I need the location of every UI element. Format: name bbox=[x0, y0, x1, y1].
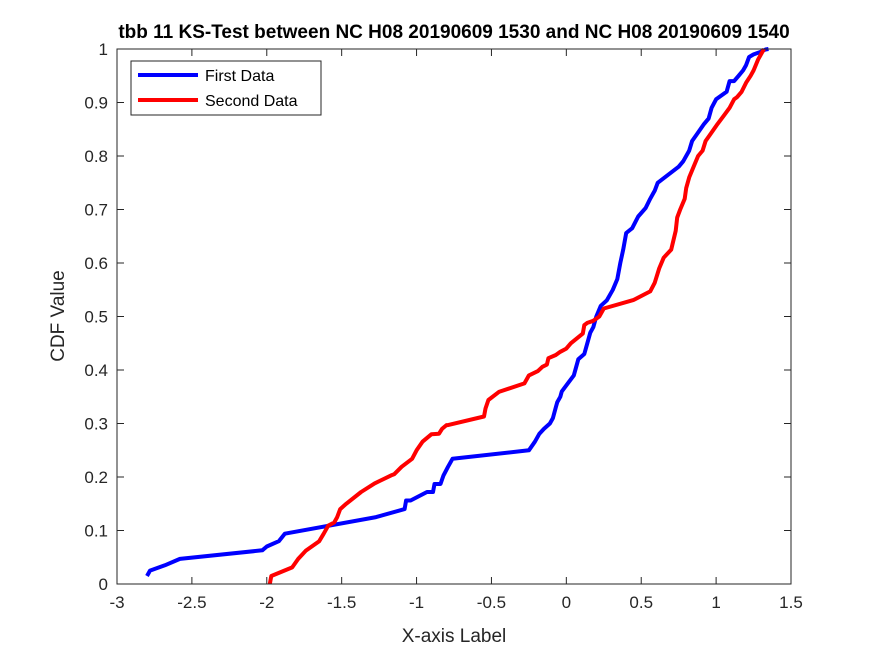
y-axis-label: CDF Value bbox=[48, 270, 69, 362]
x-tick-label: -1.5 bbox=[327, 593, 356, 612]
x-tick-label: 0 bbox=[562, 593, 571, 612]
x-tick-label: -3 bbox=[109, 593, 124, 612]
legend-box bbox=[130, 60, 322, 116]
y-tick-label: 0.2 bbox=[84, 468, 108, 487]
x-tick-label: -0.5 bbox=[477, 593, 506, 612]
x-tick-label: 1.5 bbox=[779, 593, 803, 612]
legend-second-data-label: Second Data bbox=[205, 93, 298, 110]
y-tick-label: 0.3 bbox=[84, 415, 108, 434]
y-tick-label: 0.8 bbox=[84, 147, 108, 166]
y-tick-label: 0 bbox=[99, 575, 108, 594]
plot-area bbox=[117, 49, 791, 584]
y-tick-label: 0.5 bbox=[84, 308, 108, 327]
series-line-1 bbox=[267, 48, 766, 585]
x-axis-label: X-axis Label bbox=[402, 626, 507, 647]
legend: First Data Second Data bbox=[130, 60, 322, 116]
x-tick-label: -1 bbox=[409, 593, 424, 612]
chart-title: tbb 11 KS-Test between NC H08 20190609 1… bbox=[118, 22, 789, 43]
x-tick-label: -2 bbox=[259, 593, 274, 612]
series-layer bbox=[145, 47, 769, 585]
legend-first-data-label: First Data bbox=[205, 68, 274, 85]
axes-layer: -3 -2.5 -2 -1.5 -1 -0.5 0 0.5 1 1.5 0 0.1 0.2 0.3 0.4 0… bbox=[84, 40, 802, 612]
x-tick-label: 1 bbox=[711, 593, 720, 612]
x-tick-label: 0.5 bbox=[629, 593, 653, 612]
y-tick-label: 0.1 bbox=[84, 522, 108, 541]
y-tick-label: 1 bbox=[99, 40, 108, 59]
y-tick-label: 0.6 bbox=[84, 254, 108, 273]
x-tick-label: -2.5 bbox=[177, 593, 206, 612]
y-tick-label: 0.7 bbox=[84, 201, 108, 220]
y-tick-label: 0.4 bbox=[84, 361, 108, 380]
y-tick-label: 0.9 bbox=[84, 94, 108, 113]
